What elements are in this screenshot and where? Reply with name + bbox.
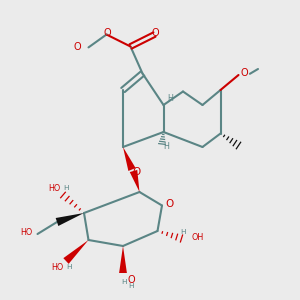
- Text: H: H: [129, 283, 134, 289]
- Polygon shape: [63, 240, 88, 264]
- Text: O: O: [151, 28, 159, 38]
- Text: HO: HO: [20, 228, 32, 237]
- Polygon shape: [56, 213, 84, 226]
- Polygon shape: [123, 147, 136, 171]
- Text: H: H: [167, 94, 173, 103]
- Text: OH: OH: [192, 232, 204, 242]
- Text: O: O: [103, 28, 111, 38]
- Text: H: H: [121, 279, 126, 285]
- Text: O: O: [128, 274, 135, 285]
- Text: H: H: [66, 264, 72, 270]
- Text: H: H: [180, 229, 186, 235]
- Text: HO: HO: [49, 184, 61, 193]
- Text: HO: HO: [51, 262, 63, 272]
- Text: H: H: [63, 185, 69, 191]
- Text: O: O: [73, 41, 81, 52]
- Text: O: O: [241, 68, 248, 78]
- Text: O: O: [165, 199, 174, 209]
- Polygon shape: [130, 170, 140, 192]
- Text: O: O: [132, 167, 140, 177]
- Polygon shape: [119, 246, 127, 273]
- Text: H: H: [164, 142, 169, 151]
